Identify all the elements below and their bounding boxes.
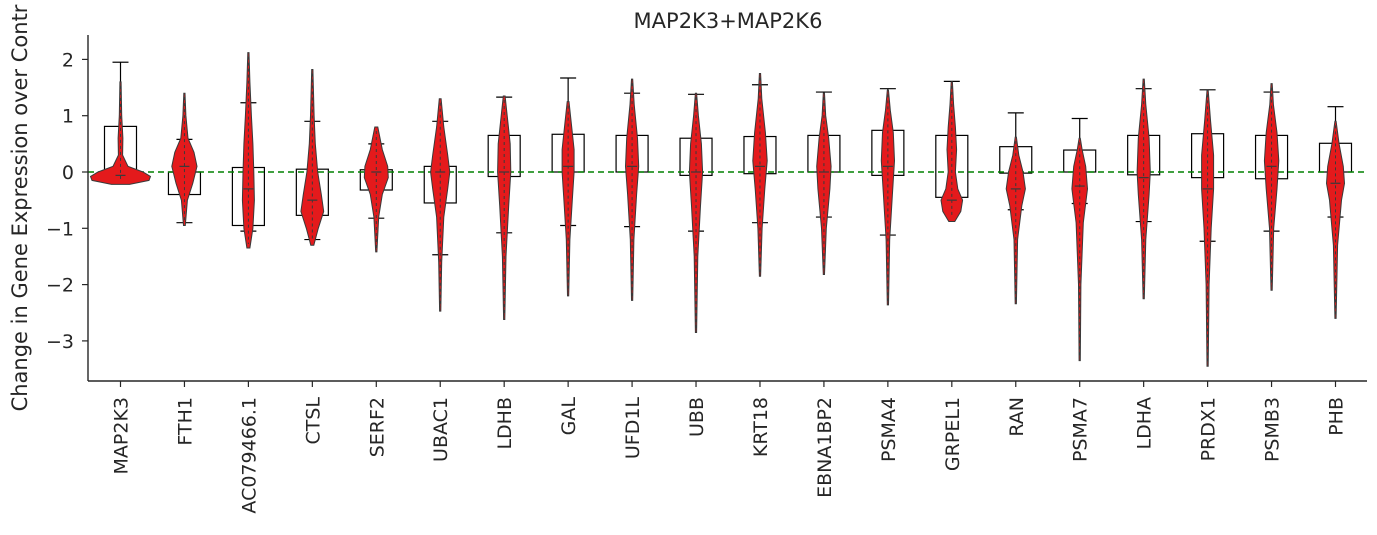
violin-body [241, 52, 255, 249]
violin-body [1071, 137, 1089, 362]
violin-12 [880, 89, 896, 306]
y-tick-label: 2 [62, 49, 74, 71]
violin-18 [1263, 83, 1280, 291]
violin-body [624, 78, 640, 301]
violin-3 [300, 69, 325, 246]
violin-17 [1201, 89, 1215, 367]
chart-title: MAP2K3+MAP2K6 [634, 9, 823, 33]
violin-2 [241, 52, 255, 249]
violin-9 [688, 92, 704, 333]
x-tick-label: PSMA7 [1070, 397, 1092, 462]
violin-13 [940, 81, 964, 222]
y-tick-label: 0 [62, 162, 74, 184]
violin-body [1136, 78, 1151, 300]
x-tick-label: AC079466.1 [238, 397, 260, 514]
x-tick-label: LDHA [1134, 397, 1156, 450]
violin-7 [561, 101, 575, 297]
violin-body [1263, 83, 1280, 291]
x-tick-label: MAP2K3 [111, 397, 133, 474]
x-tick-label: SERF2 [366, 397, 388, 457]
violin-body [561, 101, 575, 297]
plot-area [88, 52, 1367, 367]
y-axis-label: Change in Gene Expression over Contr [8, 4, 32, 411]
violin-19 [1325, 120, 1346, 319]
violin-5 [430, 98, 451, 312]
violin-15 [1071, 137, 1089, 362]
violin-14 [1005, 136, 1026, 305]
x-tick-label: CTSL [302, 397, 324, 445]
violin-8 [624, 78, 640, 301]
x-tick-label: GAL [558, 397, 580, 436]
violin-body [497, 95, 512, 320]
violin-body [363, 126, 389, 253]
violin-0 [89, 81, 152, 185]
violin-6 [497, 95, 512, 320]
x-tick-label: PSMA4 [878, 397, 900, 462]
x-tick-label: EBNA1BP2 [814, 397, 836, 498]
x-tick-label: PSMB3 [1262, 397, 1284, 462]
violin-10 [752, 73, 768, 277]
x-axis: MAP2K3 FTH1 AC079466.1 CTSL SERF2 UBAC1 LDHB GA… [88, 380, 1367, 514]
x-tick-label: UBAC1 [430, 397, 452, 462]
x-tick-label: RAN [1006, 397, 1028, 437]
violin-4 [363, 126, 389, 253]
x-tick-label: GRPEL1 [942, 397, 964, 471]
x-tick-label: PHB [1326, 397, 1348, 436]
violin-body [300, 69, 325, 246]
violin-body [89, 81, 152, 185]
y-tick-label: −3 [46, 331, 74, 353]
x-tick-label: LDHB [494, 397, 516, 450]
violin-1 [171, 92, 198, 226]
y-axis: 2 1 0 −1 −2 −3 [46, 35, 89, 381]
x-tick-label: UBB [686, 397, 708, 437]
y-tick-label: −1 [46, 218, 74, 240]
x-tick-label: UFD1L [622, 397, 644, 460]
y-tick-label: 1 [62, 106, 74, 128]
violin-16 [1136, 78, 1151, 300]
x-tick-label: KRT18 [750, 397, 772, 457]
x-tick-label: PRDX1 [1198, 397, 1220, 461]
x-tick-label: FTH1 [174, 397, 196, 446]
violin-11 [816, 92, 832, 275]
y-tick-label: −2 [46, 275, 74, 297]
violin-body [940, 81, 964, 222]
violin-body [1325, 120, 1346, 319]
